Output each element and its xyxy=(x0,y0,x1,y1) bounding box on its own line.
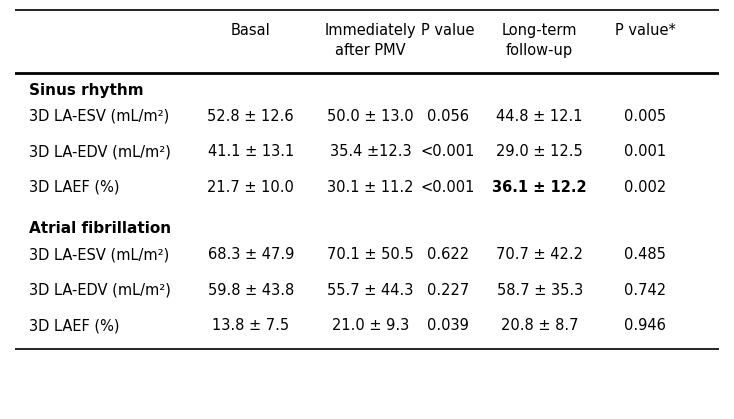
Text: 0.056: 0.056 xyxy=(427,109,469,124)
Text: 0.002: 0.002 xyxy=(624,180,666,195)
Text: P value: P value xyxy=(421,23,475,38)
Text: 35.4 ±12.3: 35.4 ±12.3 xyxy=(330,144,411,159)
Text: <0.001: <0.001 xyxy=(421,144,475,159)
Text: 0.946: 0.946 xyxy=(625,318,666,333)
Text: 0.622: 0.622 xyxy=(427,247,469,262)
Text: 70.1 ± 50.5: 70.1 ± 50.5 xyxy=(327,247,414,262)
Text: <0.001: <0.001 xyxy=(421,180,475,195)
Text: 3D LA-ESV (mL/m²): 3D LA-ESV (mL/m²) xyxy=(29,247,169,262)
Text: 36.1 ± 12.2: 36.1 ± 12.2 xyxy=(493,180,587,195)
Text: 0.005: 0.005 xyxy=(625,109,666,124)
Text: 21.0 ± 9.3: 21.0 ± 9.3 xyxy=(332,318,409,333)
Text: 30.1 ± 11.2: 30.1 ± 11.2 xyxy=(327,180,414,195)
Text: after PMV: after PMV xyxy=(335,43,406,58)
Text: 3D LAEF (%): 3D LAEF (%) xyxy=(29,180,119,195)
Text: Long-term: Long-term xyxy=(502,23,578,38)
Text: 44.8 ± 12.1: 44.8 ± 12.1 xyxy=(496,109,583,124)
Text: Immediately: Immediately xyxy=(324,23,416,38)
Text: 59.8 ± 43.8: 59.8 ± 43.8 xyxy=(208,283,294,298)
Text: 0.001: 0.001 xyxy=(625,144,666,159)
Text: 55.7 ± 44.3: 55.7 ± 44.3 xyxy=(327,283,414,298)
Text: 0.742: 0.742 xyxy=(625,283,666,298)
Text: 29.0 ± 12.5: 29.0 ± 12.5 xyxy=(496,144,583,159)
Text: 13.8 ± 7.5: 13.8 ± 7.5 xyxy=(212,318,289,333)
Text: 0.227: 0.227 xyxy=(427,283,469,298)
Text: 41.1 ± 13.1: 41.1 ± 13.1 xyxy=(208,144,294,159)
Text: 3D LA-ESV (mL/m²): 3D LA-ESV (mL/m²) xyxy=(29,109,169,124)
Text: Sinus rhythm: Sinus rhythm xyxy=(29,83,143,98)
Text: 70.7 ± 42.2: 70.7 ± 42.2 xyxy=(496,247,583,262)
Text: P value*: P value* xyxy=(615,23,676,38)
Text: Basal: Basal xyxy=(231,23,271,38)
Text: 3D LA-EDV (mL/m²): 3D LA-EDV (mL/m²) xyxy=(29,144,170,159)
Text: 3D LA-EDV (mL/m²): 3D LA-EDV (mL/m²) xyxy=(29,283,170,298)
Text: 50.0 ± 13.0: 50.0 ± 13.0 xyxy=(327,109,414,124)
Text: 21.7 ± 10.0: 21.7 ± 10.0 xyxy=(207,180,294,195)
Text: follow-up: follow-up xyxy=(506,43,573,58)
Text: 0.485: 0.485 xyxy=(625,247,666,262)
Text: 3D LAEF (%): 3D LAEF (%) xyxy=(29,318,119,333)
Text: Atrial fibrillation: Atrial fibrillation xyxy=(29,221,171,236)
Text: 20.8 ± 8.7: 20.8 ± 8.7 xyxy=(501,318,578,333)
Text: 0.039: 0.039 xyxy=(427,318,469,333)
Text: 68.3 ± 47.9: 68.3 ± 47.9 xyxy=(208,247,294,262)
Text: 52.8 ± 12.6: 52.8 ± 12.6 xyxy=(208,109,294,124)
Text: 58.7 ± 35.3: 58.7 ± 35.3 xyxy=(496,283,583,298)
